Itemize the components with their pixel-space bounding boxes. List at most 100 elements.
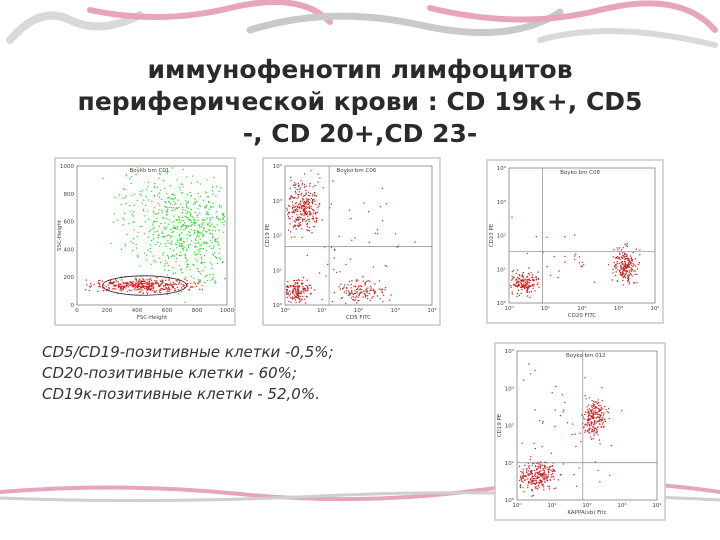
cell-dot xyxy=(183,224,185,226)
cell-dot xyxy=(193,222,196,225)
cell-dot xyxy=(293,298,295,300)
cell-dot xyxy=(199,250,201,252)
cell-dot xyxy=(298,216,300,218)
cell-dot xyxy=(622,269,624,272)
cell-dot xyxy=(202,224,204,226)
cell-dot xyxy=(306,201,308,203)
cell-dot xyxy=(389,299,391,301)
cell-dot xyxy=(202,241,204,243)
cell-dot xyxy=(542,478,544,480)
cell-dot xyxy=(543,470,545,472)
cell-dot xyxy=(315,212,317,214)
cell-dot xyxy=(216,238,219,240)
cell-dot xyxy=(122,217,124,219)
cell-dot xyxy=(158,204,161,206)
cell-dot xyxy=(131,285,134,288)
cell-dot xyxy=(606,411,608,413)
cell-dot xyxy=(625,272,627,275)
cell-dot xyxy=(145,285,148,288)
cell-dot xyxy=(305,220,308,222)
plot-label: Boyko bm C01 xyxy=(130,168,170,174)
cell-dot xyxy=(175,202,177,204)
cell-dot xyxy=(156,186,159,189)
x-tick-label: 10¹ xyxy=(317,307,326,314)
cell-dot xyxy=(186,238,188,240)
cell-dot xyxy=(91,285,93,287)
cell-dot xyxy=(178,255,181,257)
cell-dot xyxy=(190,229,193,231)
cell-dot xyxy=(358,293,360,296)
cell-dot xyxy=(224,277,226,280)
y-tick-label: 10¹ xyxy=(505,460,514,467)
cell-dot xyxy=(222,214,224,216)
cell-dot xyxy=(619,272,622,274)
cell-dot xyxy=(295,292,297,294)
cell-dot xyxy=(519,485,522,487)
cell-dot xyxy=(526,252,528,255)
cell-dot xyxy=(184,246,186,248)
cell-dot xyxy=(215,195,217,197)
cell-dot xyxy=(297,285,299,287)
cell-dot xyxy=(202,234,204,237)
cell-dot xyxy=(180,287,183,289)
cell-dot xyxy=(308,185,311,187)
cell-dot xyxy=(212,229,214,231)
cell-dot xyxy=(288,204,290,207)
cell-dot xyxy=(313,220,316,223)
cell-dot xyxy=(311,195,314,197)
cell-dot xyxy=(145,283,148,285)
cell-dot xyxy=(297,210,299,213)
cell-dot xyxy=(162,254,164,256)
cell-dot xyxy=(196,181,199,183)
cell-dot xyxy=(575,445,577,448)
cell-dot xyxy=(171,221,173,223)
cell-dot xyxy=(172,272,175,275)
cell-dot xyxy=(628,283,630,285)
cell-dot xyxy=(210,205,212,208)
cell-dot xyxy=(522,275,524,278)
cell-dot xyxy=(298,206,300,209)
cell-dot xyxy=(153,286,155,288)
cell-dot xyxy=(120,203,122,206)
cell-dot xyxy=(540,475,543,477)
cell-dot xyxy=(532,287,534,289)
cell-dot xyxy=(347,290,350,292)
cell-dot xyxy=(182,186,184,188)
cell-dot xyxy=(204,254,206,257)
cell-dot xyxy=(519,280,521,282)
cell-dot xyxy=(541,474,544,477)
cell-dot xyxy=(528,467,531,469)
cell-dot xyxy=(539,479,542,481)
cell-dot xyxy=(531,284,534,286)
cell-dot xyxy=(97,282,99,284)
cell-dot xyxy=(211,216,213,218)
cell-dot xyxy=(571,433,573,436)
cell-dot xyxy=(294,208,296,211)
cell-dot xyxy=(622,255,625,257)
cell-dot xyxy=(186,193,188,196)
plot-axes xyxy=(284,165,433,306)
cell-dot xyxy=(539,474,541,476)
cell-dot xyxy=(135,243,137,246)
cell-dot xyxy=(166,226,168,228)
cell-dot xyxy=(206,192,208,194)
cell-dot xyxy=(626,264,628,267)
cell-dot xyxy=(536,469,538,471)
cell-dot xyxy=(165,260,167,262)
cell-dot xyxy=(538,481,540,484)
cell-dot xyxy=(603,418,605,420)
cell-dot xyxy=(139,265,141,267)
cell-dot xyxy=(220,206,222,208)
cell-dot xyxy=(538,483,540,485)
cell-dot xyxy=(536,481,538,483)
cell-dot xyxy=(300,194,302,196)
cell-dot xyxy=(533,477,535,480)
cell-dot xyxy=(589,432,591,434)
cell-dot xyxy=(302,295,304,298)
cell-dot xyxy=(517,276,519,278)
cell-dot xyxy=(156,280,158,282)
cell-dot xyxy=(141,202,143,204)
x-tick-label: 10³ xyxy=(391,307,400,314)
cell-dot xyxy=(301,197,303,199)
cell-dot xyxy=(162,279,164,281)
